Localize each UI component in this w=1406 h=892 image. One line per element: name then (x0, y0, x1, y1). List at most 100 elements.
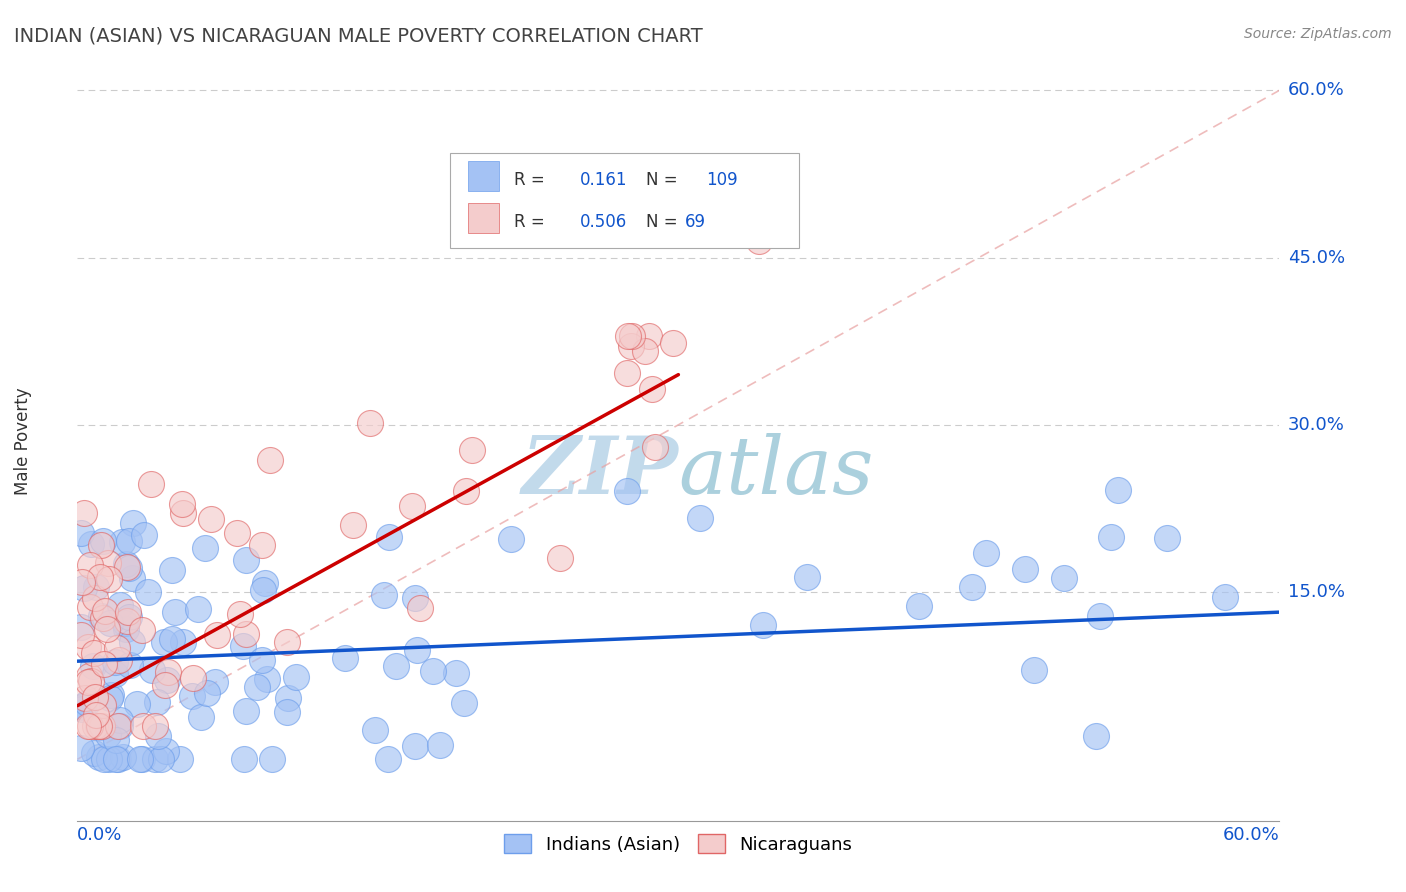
Point (377, 752, 399, 766)
Point (131, 752, 153, 766)
Text: INDIAN (ASIAN) VS NICARAGUAN MALE POVERTY CORRELATION CHART: INDIAN (ASIAN) VS NICARAGUAN MALE POVERT… (14, 27, 703, 45)
Point (499, 533, 522, 547)
Point (145, 719, 167, 733)
Text: R =: R = (513, 171, 544, 189)
Point (118, 657, 141, 672)
Point (406, 643, 429, 657)
Point (83, 646, 105, 660)
Text: 0.0%: 0.0% (77, 826, 122, 844)
Point (461, 442, 484, 457)
Text: 0.506: 0.506 (579, 212, 627, 231)
Point (107, 752, 129, 766)
Point (77, 675, 100, 690)
Point (70, 575, 93, 590)
Point (118, 609, 141, 624)
Point (153, 635, 176, 649)
Point (284, 669, 307, 683)
Point (84, 719, 107, 733)
Point (401, 499, 423, 513)
Point (136, 585, 159, 599)
Point (616, 367, 638, 381)
Point (235, 704, 257, 718)
Point (118, 561, 141, 575)
Point (232, 752, 254, 766)
Point (93, 657, 115, 672)
Point (259, 453, 281, 467)
Point (689, 511, 711, 525)
Point (97, 557, 120, 571)
Text: Source: ZipAtlas.com: Source: ZipAtlas.com (1244, 27, 1392, 41)
Point (360, 416, 382, 430)
Point (117, 560, 139, 574)
Point (235, 627, 257, 641)
Point (276, 705, 298, 719)
Point (146, 695, 169, 709)
Point (1156, 531, 1178, 545)
Point (194, 541, 217, 555)
Point (132, 719, 155, 733)
Point (163, 605, 186, 619)
Point (91, 610, 114, 624)
Point (79, 599, 101, 614)
Point (104, 667, 127, 681)
Point (1088, 609, 1111, 624)
Point (796, 569, 818, 583)
Point (100, 688, 122, 702)
Point (115, 558, 138, 572)
Text: 30.0%: 30.0% (1288, 416, 1344, 434)
Point (633, 343, 655, 358)
Point (73, 506, 96, 520)
Point (752, 618, 775, 632)
Point (89, 719, 111, 733)
FancyBboxPatch shape (468, 203, 499, 233)
Point (1024, 664, 1046, 678)
Point (373, 588, 395, 602)
Point (84, 707, 107, 722)
Text: 109: 109 (706, 171, 738, 189)
Point (72, 698, 94, 713)
Point (105, 752, 128, 766)
Point (129, 752, 152, 766)
Point (76, 696, 98, 710)
Point (616, 483, 638, 498)
Point (253, 575, 276, 590)
Point (94, 604, 117, 618)
Point (907, 599, 929, 614)
Point (121, 571, 143, 585)
Point (75, 691, 97, 706)
Point (277, 690, 299, 705)
Point (79, 673, 101, 688)
Text: 0.161: 0.161 (579, 171, 627, 189)
Point (200, 512, 222, 526)
Point (79, 558, 101, 572)
Text: N =: N = (645, 171, 678, 189)
Point (104, 655, 127, 669)
Point (91, 719, 114, 733)
Point (76, 719, 98, 733)
Point (91, 533, 114, 548)
Point (169, 752, 191, 766)
Point (121, 634, 143, 648)
Point (70, 620, 93, 634)
Point (160, 563, 183, 577)
Point (91, 698, 114, 713)
Point (181, 672, 204, 686)
Point (82, 659, 104, 673)
Point (117, 605, 139, 619)
Point (156, 673, 179, 687)
Point (89, 720, 111, 734)
Point (122, 516, 145, 531)
Point (115, 622, 138, 636)
Point (408, 601, 430, 615)
Point (333, 651, 356, 665)
Point (141, 663, 163, 677)
Point (644, 440, 666, 454)
Point (146, 730, 169, 744)
Text: Male Poverty: Male Poverty (14, 388, 32, 495)
Point (77, 669, 100, 683)
Point (190, 710, 212, 724)
Point (84, 591, 107, 605)
Point (143, 752, 166, 766)
Point (235, 552, 257, 566)
Point (114, 616, 136, 631)
